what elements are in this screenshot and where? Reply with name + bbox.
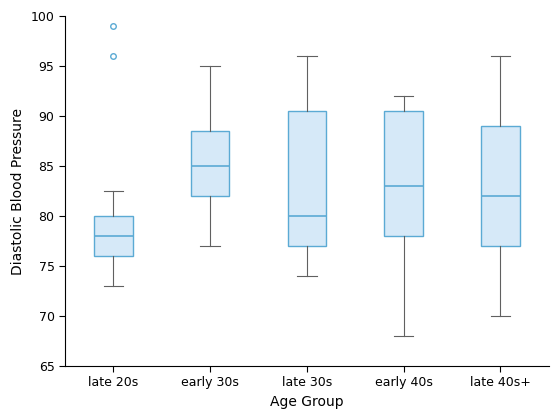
- PathPatch shape: [288, 111, 326, 246]
- PathPatch shape: [191, 131, 230, 196]
- PathPatch shape: [94, 216, 133, 256]
- PathPatch shape: [481, 126, 520, 246]
- X-axis label: Age Group: Age Group: [270, 395, 344, 409]
- PathPatch shape: [384, 111, 423, 236]
- Y-axis label: Diastolic Blood Pressure: Diastolic Blood Pressure: [11, 108, 25, 275]
